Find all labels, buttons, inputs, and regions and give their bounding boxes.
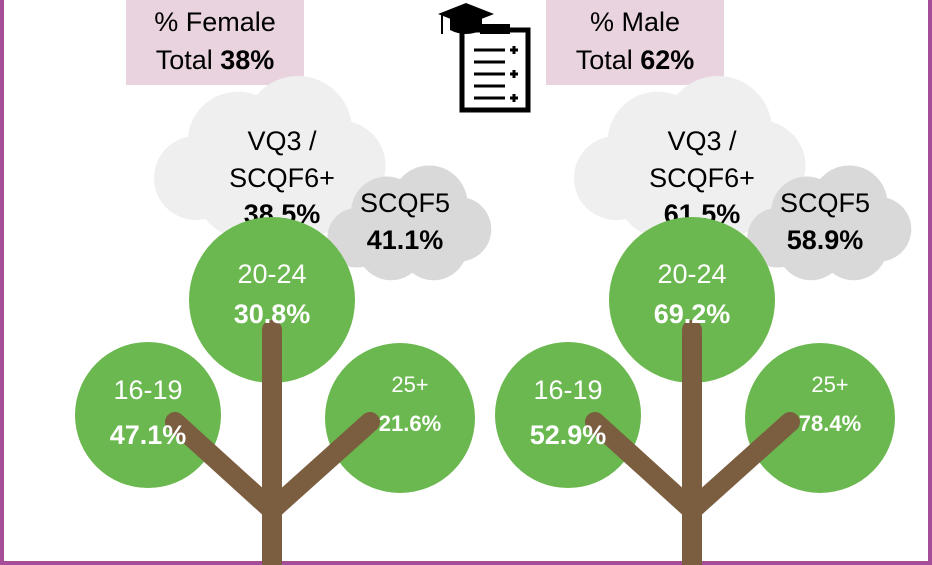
age-label: 25+	[391, 372, 428, 397]
age-value: 78.4%	[799, 411, 861, 436]
cloud-label: VQ3 /	[247, 126, 317, 156]
age-label: 16-19	[533, 375, 602, 405]
cloud-label: SCQF6+	[649, 163, 755, 193]
total-label: Total	[576, 45, 633, 75]
cloud-label: VQ3 /	[667, 126, 737, 156]
heading: % Female	[154, 7, 276, 37]
cloud-label: SCQF5	[780, 188, 870, 218]
cloud-value: 41.1%	[367, 225, 444, 255]
age-label: 16-19	[113, 375, 182, 405]
age-label: 20-24	[237, 259, 306, 289]
cloud-value: 58.9%	[787, 225, 864, 255]
total-value: 38%	[220, 45, 274, 75]
infographic: % FemaleTotal 38%VQ3 /SCQF6+38.5%SCQF541…	[0, 0, 932, 565]
age-circle	[495, 342, 641, 488]
age-value: 69.2%	[654, 299, 731, 329]
age-value: 52.9%	[530, 420, 607, 450]
age-value: 30.8%	[234, 299, 311, 329]
age-label: 25+	[811, 372, 848, 397]
age-circle	[75, 342, 221, 488]
age-value: 21.6%	[379, 411, 441, 436]
cloud-label: SCQF6+	[229, 163, 335, 193]
age-label: 20-24	[657, 259, 726, 289]
total-label: Total	[156, 45, 213, 75]
total-line: Total 38%	[156, 45, 275, 75]
total-value: 62%	[640, 45, 694, 75]
cloud-label: SCQF5	[360, 188, 450, 218]
age-value: 47.1%	[110, 420, 187, 450]
total-line: Total 62%	[576, 45, 695, 75]
heading: % Male	[590, 7, 680, 37]
